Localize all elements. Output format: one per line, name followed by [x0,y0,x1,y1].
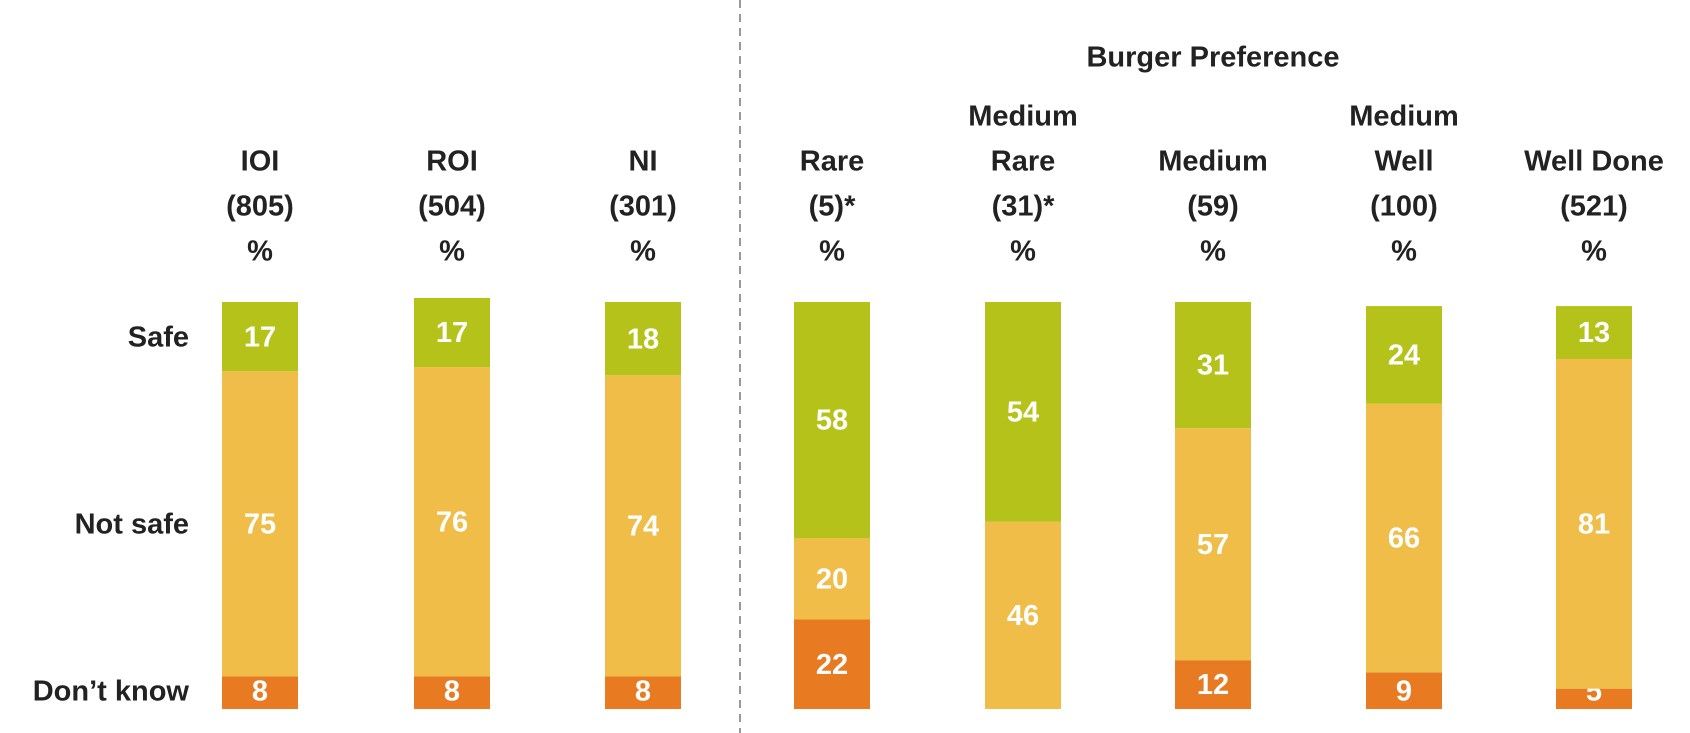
category-label: Rare [800,146,865,178]
value-label: 31 [1197,350,1229,382]
bar-segment [414,297,490,368]
bar-segment [794,619,870,709]
value-label: 20 [816,563,848,595]
category-label: (805) [226,191,294,223]
bar-segment [1175,660,1251,709]
bar-segment [1175,428,1251,661]
value-label: 8 [635,676,651,708]
category-label: (59) [1187,191,1239,223]
category-label: Medium [1349,101,1459,133]
value-label: 8 [252,676,268,708]
category-label: (504) [418,191,486,223]
value-label: 57 [1197,529,1229,561]
category-label: Medium [1158,146,1268,178]
category-label: Well [1374,146,1433,178]
category-label: (100) [1370,191,1438,223]
bar-segment [1556,688,1632,709]
category-label: Rare [991,146,1056,178]
bar-segment [1556,358,1632,689]
bar-segment [605,676,681,709]
bar-segment [222,676,298,709]
category-label: % [439,236,465,268]
category-label: % [247,236,273,268]
category-label: Medium [968,101,1078,133]
value-label: 22 [816,649,848,681]
bar-segment [1556,306,1632,359]
value-label: 74 [627,511,659,543]
value-label: 24 [1388,340,1420,372]
bar-segment [794,302,870,539]
category-label: Well Done [1524,146,1664,178]
value-label: 13 [1578,317,1610,349]
value-label: 58 [816,405,848,437]
legend-label: Not safe [75,508,189,540]
value-label: 76 [436,506,468,538]
value-label: 8 [444,676,460,708]
category-label: ROI [426,146,478,178]
bar-segment [414,367,490,677]
category-label: % [1200,236,1226,268]
bar-segment [222,371,298,677]
value-label: 18 [627,323,659,355]
category-label: % [819,236,845,268]
value-label: 54 [1007,397,1039,429]
category-label: (31)* [992,191,1056,223]
bar-segment [414,676,490,709]
bar-segment [794,538,870,620]
value-label: 81 [1578,508,1610,540]
bar-segment [985,302,1061,522]
bar-segment [985,521,1061,709]
value-label: 66 [1388,523,1420,555]
legend-label: Safe [128,321,189,353]
bar-segment [1175,302,1251,429]
bar-segment [1366,306,1442,404]
bar-segment [1366,672,1442,709]
value-label: 17 [244,321,276,353]
category-label: (5)* [809,191,856,223]
bar-segment [605,302,681,376]
value-label: 46 [1007,600,1039,632]
category-label: % [1010,236,1036,268]
value-label: 75 [244,508,276,540]
category-label: (301) [609,191,677,223]
group-label: Burger Preference [1086,42,1339,74]
category-label: NI [629,146,658,178]
legend-label: Don’t know [33,676,190,708]
bar-segment [605,375,681,677]
bar-segment [222,302,298,372]
value-label: 17 [436,317,468,349]
category-label: % [630,236,656,268]
category-label: % [1581,236,1607,268]
value-label: 9 [1396,675,1412,707]
category-label: IOI [241,146,280,178]
category-label: (521) [1560,191,1628,223]
value-label: 12 [1197,669,1229,701]
bar-segment [1366,403,1442,673]
category-label: % [1391,236,1417,268]
